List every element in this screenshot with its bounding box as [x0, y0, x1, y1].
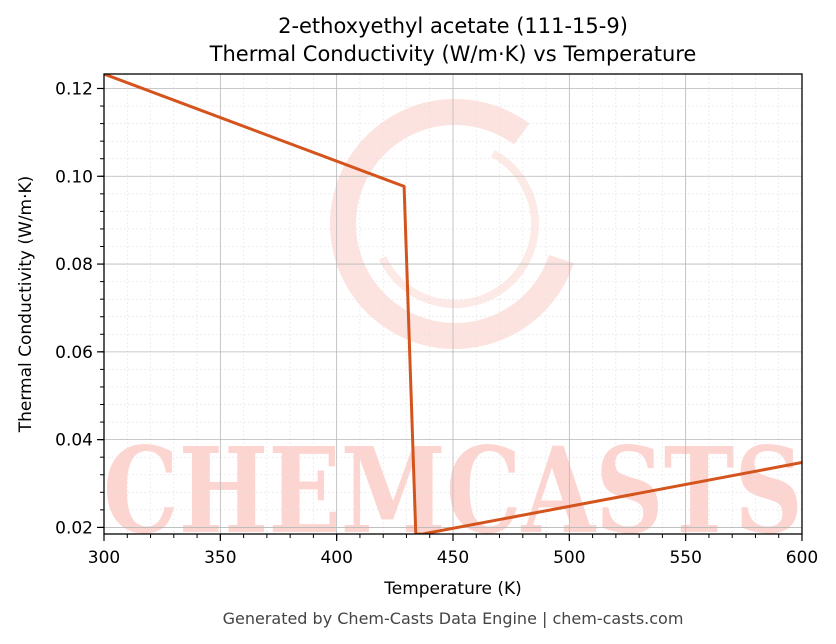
y-tick-label: 0.06	[55, 343, 93, 363]
watermark-swirl	[330, 99, 580, 349]
y-axis: 0.02 0.04 0.06 0.08 0.10 0.12	[55, 79, 104, 538]
y-tick-label: 0.08	[55, 255, 93, 275]
y-axis-label: Thermal Conductivity (W/m·K)	[16, 176, 36, 434]
y-tick-label: 0.04	[55, 431, 93, 451]
x-tick-label: 350	[204, 548, 236, 568]
y-tick-label: 0.12	[55, 79, 93, 99]
y-tick-label: 0.02	[55, 518, 93, 538]
series-layer	[104, 74, 802, 534]
x-tick-label: 600	[786, 548, 818, 568]
x-axis-label: Temperature (K)	[383, 579, 522, 599]
chart-subtitle: Thermal Conductivity (W/m·K) vs Temperat…	[209, 42, 697, 66]
x-tick-label: 300	[88, 548, 120, 568]
x-tick-label: 450	[437, 548, 469, 568]
series-line	[104, 74, 802, 534]
x-tick-label: 550	[669, 548, 701, 568]
y-tick-label: 0.10	[55, 167, 93, 187]
footer-credit: Generated by Chem-Casts Data Engine | ch…	[223, 609, 684, 628]
x-tick-label: 500	[553, 548, 585, 568]
x-tick-label: 400	[320, 548, 352, 568]
chart-title: 2-ethoxyethyl acetate (111-15-9)	[278, 14, 628, 38]
x-axis: 300 350 400 450 500 550 600	[88, 534, 818, 568]
